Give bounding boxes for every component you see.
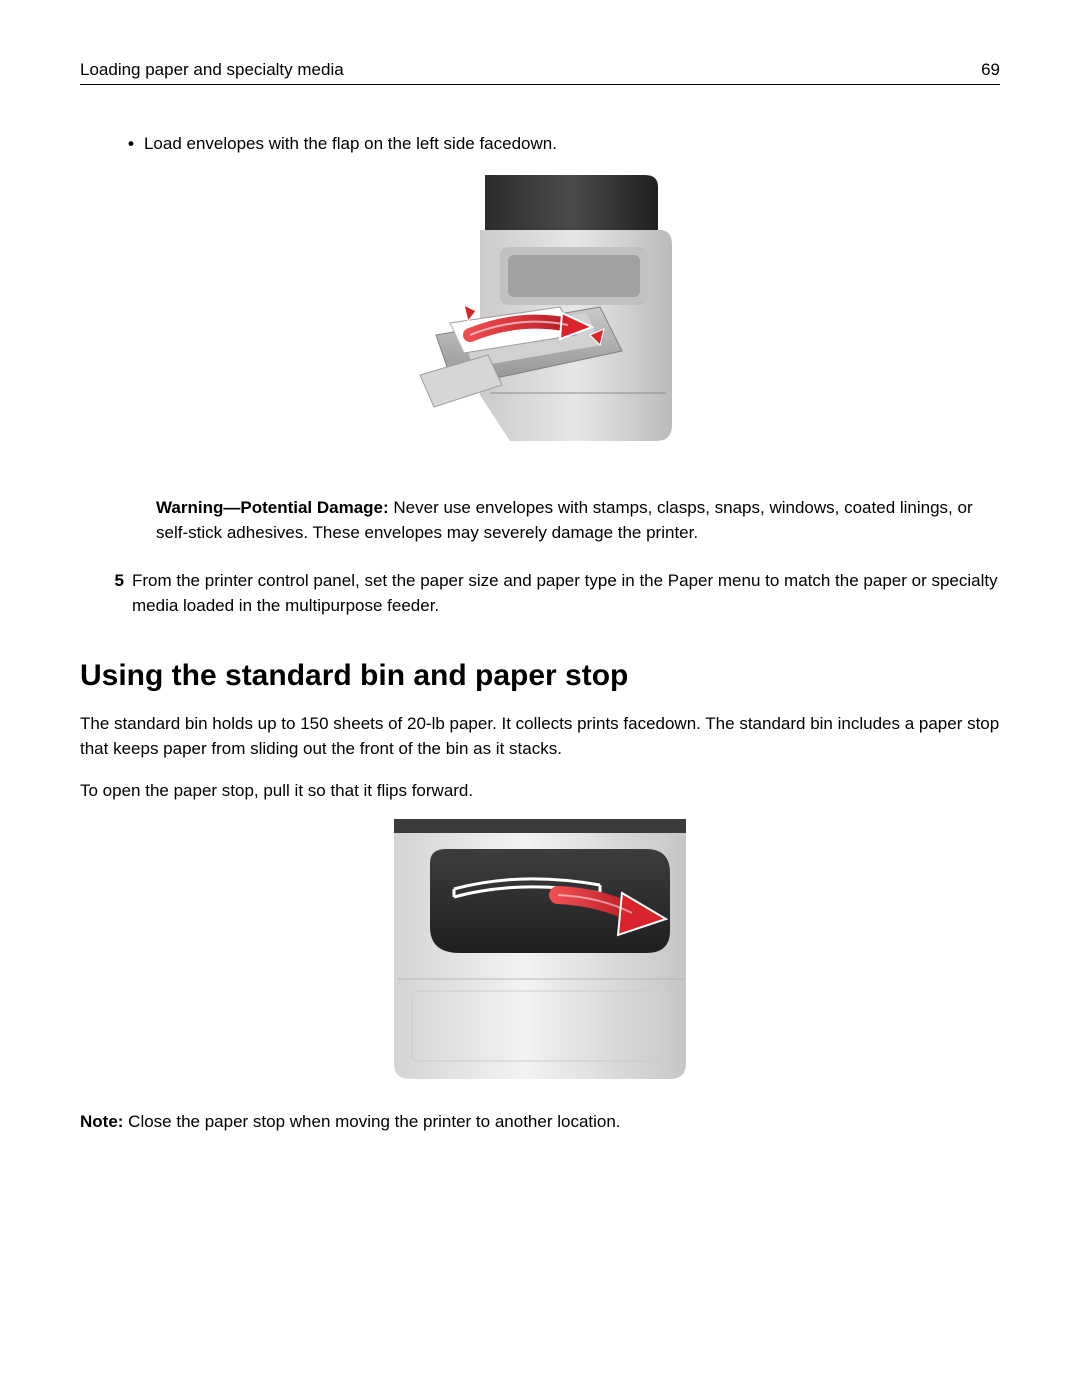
step-5: 5 From the printer control panel, set th… bbox=[100, 568, 1000, 619]
page-number: 69 bbox=[981, 60, 1000, 80]
page-header: Loading paper and specialty media 69 bbox=[80, 60, 1000, 85]
figure-paper-stop bbox=[80, 819, 1000, 1079]
step-number: 5 bbox=[100, 568, 124, 619]
figure-envelope-loading bbox=[80, 175, 1000, 465]
bullet-marker: • bbox=[128, 131, 134, 157]
warning-label: Warning—Potential Damage: bbox=[156, 498, 389, 517]
warning-block: Warning—Potential Damage: Never use enve… bbox=[156, 495, 990, 546]
note-text: Close the paper stop when moving the pri… bbox=[123, 1112, 620, 1131]
section-para-1: The standard bin holds up to 150 sheets … bbox=[80, 711, 1000, 762]
step-text: From the printer control panel, set the … bbox=[132, 568, 1000, 619]
section-heading: Using the standard bin and paper stop bbox=[80, 659, 1000, 693]
bullet-text: Load envelopes with the flap on the left… bbox=[144, 131, 557, 157]
printer-envelope-svg bbox=[390, 175, 690, 465]
note-block: Note: Close the paper stop when moving t… bbox=[80, 1109, 1000, 1135]
section-para-2: To open the paper stop, pull it so that … bbox=[80, 778, 1000, 804]
header-title: Loading paper and specialty media bbox=[80, 60, 344, 80]
bullet-item: • Load envelopes with the flap on the le… bbox=[128, 131, 1000, 157]
note-label: Note: bbox=[80, 1112, 123, 1131]
paper-stop-svg bbox=[370, 819, 710, 1079]
